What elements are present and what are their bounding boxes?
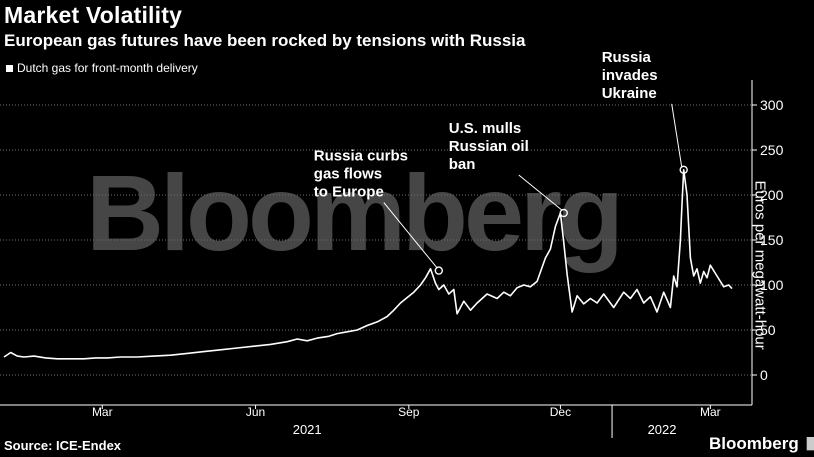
legend-label: Dutch gas for front-month delivery bbox=[17, 61, 198, 75]
y-tick-label: 0 bbox=[760, 367, 768, 383]
annotation-leader bbox=[671, 103, 683, 167]
chart-icon: ▐▌ bbox=[802, 438, 814, 450]
x-tick-label: Sep bbox=[398, 405, 420, 419]
legend: Dutch gas for front-month delivery bbox=[6, 61, 198, 75]
annotation-text: invades bbox=[602, 67, 658, 84]
y-tick-label: 200 bbox=[760, 187, 784, 203]
y-tick-label: 100 bbox=[760, 277, 784, 293]
x-tick-label: Mar bbox=[92, 405, 113, 419]
x-tick-label: Dec bbox=[550, 405, 571, 419]
annotation-text: Ukraine bbox=[602, 85, 657, 102]
annotation-text: to Europe bbox=[314, 184, 384, 201]
y-tick-label: 150 bbox=[760, 232, 784, 248]
series-line bbox=[3, 169, 733, 360]
legend-swatch bbox=[6, 64, 13, 72]
annotation-text: Russian oil bbox=[449, 138, 529, 155]
annotation-leader bbox=[383, 202, 438, 268]
source-note: Source: ICE-Endex bbox=[4, 438, 122, 453]
chart-subtitle: European gas futures have been rocked by… bbox=[4, 31, 526, 50]
annotation-text: U.S. mulls bbox=[449, 120, 522, 137]
annotation-marker bbox=[434, 266, 444, 275]
annotation-leader bbox=[518, 174, 563, 211]
axis-layer: 0 50 100 150 200 250 300 Mar Jun Sep Dec Mar 2021 202… bbox=[0, 80, 784, 438]
year-label: 2022 bbox=[648, 422, 677, 437]
series-layer bbox=[3, 169, 733, 360]
chart-title: Market Volatility bbox=[4, 2, 183, 28]
brand-logo: Bloomberg ▐▌ bbox=[709, 434, 814, 454]
annotation-text: Russia bbox=[602, 49, 652, 66]
watermark: Bloomberg bbox=[86, 152, 624, 273]
annotation-marker bbox=[679, 165, 688, 175]
grid-layer bbox=[0, 104, 752, 376]
brand-name: Bloomberg bbox=[709, 434, 799, 453]
x-tick-label: Mar bbox=[700, 405, 721, 419]
annotation-text: ban bbox=[449, 156, 476, 173]
y-tick-label: 300 bbox=[760, 97, 784, 113]
annotation-text: Russia curbs bbox=[314, 148, 408, 165]
annotation-text: gas flows bbox=[314, 166, 382, 183]
y-tick-label: 50 bbox=[760, 322, 776, 338]
x-tick-label: Jun bbox=[246, 405, 265, 419]
year-label: 2021 bbox=[293, 422, 322, 437]
annotation-marker bbox=[559, 208, 568, 218]
y-tick-label: 250 bbox=[760, 142, 784, 158]
y-axis-label: Euros per megawatt-hour bbox=[751, 180, 769, 350]
